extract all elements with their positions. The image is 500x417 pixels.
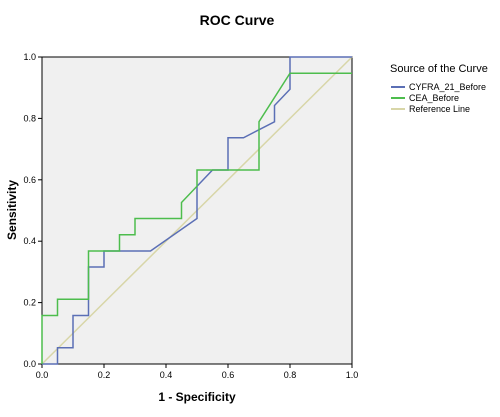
chart-title: ROC Curve	[200, 12, 275, 28]
x-axis-label: 1 - Specificity	[158, 390, 236, 404]
x-tick-label: 0.4	[160, 370, 173, 380]
y-tick-label: 0.8	[23, 113, 36, 123]
x-tick-label: 1.0	[346, 370, 359, 380]
series-group	[41, 56, 353, 365]
x-tick-label: 0.8	[284, 370, 297, 380]
y-axis-ticks: 0.0 0.2 0.4 0.6 0.8 1.0	[23, 52, 42, 369]
y-tick-label: 0.2	[23, 298, 36, 308]
series-line-cyfra-21-before	[42, 56, 352, 365]
legend: Source of the Curve CYFRA_21_BeforeCEA_B…	[390, 63, 488, 114]
y-axis-label: Sensitivity	[5, 180, 19, 240]
y-tick-label: 0.6	[23, 175, 36, 185]
x-tick-label: 0.2	[98, 370, 111, 380]
legend-label-reference-line: Reference Line	[409, 104, 470, 114]
legend-title: Source of the Curve	[390, 63, 488, 75]
x-tick-label: 0.6	[222, 370, 235, 380]
series-line-cea-before	[41, 72, 352, 364]
y-tick-label: 0.0	[23, 359, 36, 369]
x-axis-ticks: 0.0 0.2 0.4 0.6 0.8 1.0	[36, 364, 359, 380]
legend-label-cyfra-21-before: CYFRA_21_Before	[409, 82, 486, 92]
y-tick-label: 1.0	[23, 52, 36, 62]
x-tick-label: 0.0	[36, 370, 49, 380]
y-tick-label: 0.4	[23, 236, 36, 246]
legend-label-cea-before: CEA_Before	[409, 93, 459, 103]
